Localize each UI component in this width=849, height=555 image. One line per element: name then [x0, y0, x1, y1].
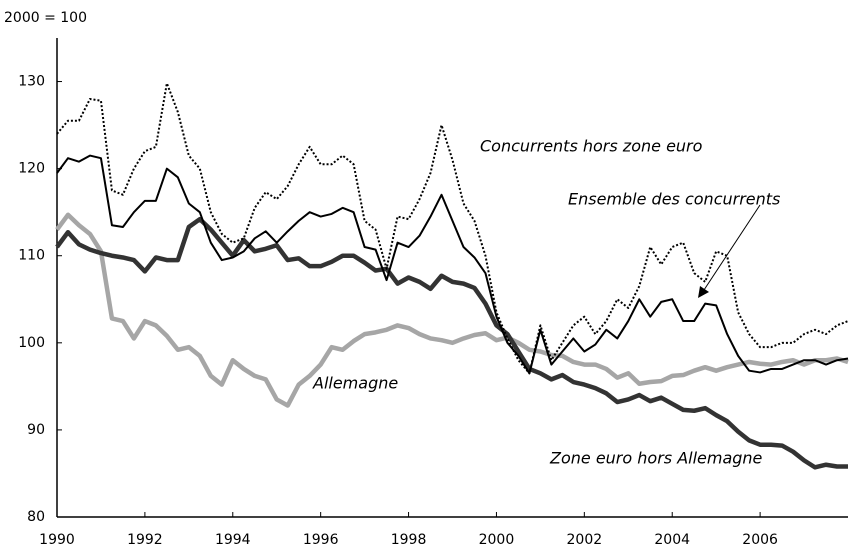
y-tick-label: 80	[27, 509, 45, 525]
y-unit-label: 2000 = 100	[4, 10, 87, 26]
series-label: Zone euro hors Allemagne	[549, 449, 763, 468]
series-label: Ensemble des concurrents	[568, 190, 780, 209]
series-line	[56, 154, 849, 375]
y-tick-label: 120	[18, 161, 45, 177]
series-line	[56, 82, 849, 375]
series-label: Concurrents hors zone euro	[480, 137, 703, 156]
arrow	[701, 204, 761, 294]
x-tick-label: 2006	[742, 532, 778, 548]
x-tick-label: 1996	[303, 532, 339, 548]
series-line	[55, 216, 848, 470]
x-tick-label: 2002	[567, 532, 603, 548]
x-tick-label: 1998	[391, 532, 427, 548]
series-label: Allemagne	[312, 374, 398, 393]
x-tick-label: 2004	[654, 532, 690, 548]
x-tick-label: 2000	[479, 532, 515, 548]
y-tick-label: 110	[18, 248, 45, 264]
y-tick-label: 90	[27, 422, 45, 438]
y-tick-label: 100	[18, 335, 45, 351]
arrow-head	[698, 286, 709, 298]
x-tick-label: 1992	[127, 532, 163, 548]
x-tick-label: 1994	[215, 532, 251, 548]
series-line	[55, 212, 849, 408]
x-tick-label: 1990	[39, 532, 75, 548]
y-tick-label: 130	[18, 74, 45, 90]
